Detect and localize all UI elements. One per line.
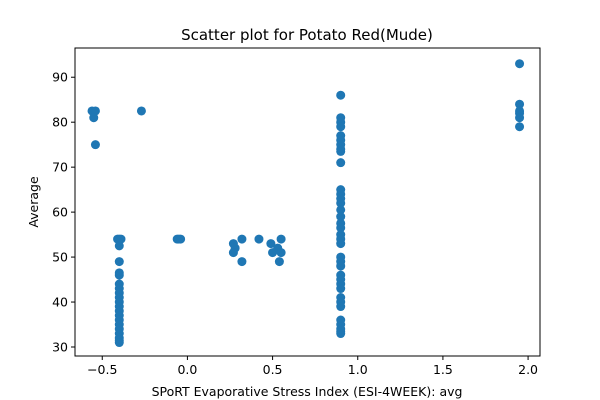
- y-axis-label: Average: [26, 176, 41, 228]
- data-point: [336, 212, 346, 222]
- data-point: [336, 90, 346, 100]
- data-point: [515, 59, 525, 69]
- x-tick-label: 1.0: [348, 362, 368, 377]
- data-point: [276, 234, 286, 244]
- x-tick-label: 0.0: [177, 362, 197, 377]
- y-tick-label: 40: [52, 295, 68, 310]
- data-point: [336, 205, 346, 215]
- data-point: [515, 113, 525, 123]
- data-point: [336, 146, 346, 156]
- data-point: [114, 270, 124, 280]
- y-tick-label: 70: [52, 160, 68, 175]
- scatter-points: [87, 59, 525, 348]
- data-point: [336, 198, 346, 208]
- x-tick-label: 2.0: [518, 362, 538, 377]
- data-point: [515, 122, 525, 132]
- data-point: [336, 122, 346, 132]
- data-point: [136, 106, 146, 116]
- data-point: [336, 284, 346, 294]
- data-point: [266, 239, 276, 249]
- data-point: [228, 248, 238, 258]
- data-point: [176, 234, 186, 244]
- y-tick-label: 80: [52, 115, 68, 130]
- data-point: [237, 234, 247, 244]
- data-point: [336, 261, 346, 271]
- data-point: [276, 248, 286, 258]
- y-axis: 30 40 50 60 70 80 90: [52, 70, 75, 355]
- data-point: [254, 234, 264, 244]
- data-point: [114, 257, 124, 267]
- data-point: [274, 257, 284, 267]
- y-tick-label: 60: [52, 205, 68, 220]
- data-point: [114, 241, 124, 251]
- data-point: [116, 234, 126, 244]
- data-point: [89, 113, 99, 123]
- data-point: [336, 239, 346, 249]
- y-tick-label: 50: [52, 250, 68, 265]
- data-point: [515, 99, 525, 109]
- data-point: [90, 140, 100, 150]
- data-point: [336, 329, 346, 339]
- x-axis: −0.5 0.0 0.5 1.0 1.5 2.0: [87, 356, 538, 377]
- y-tick-label: 30: [52, 340, 68, 355]
- data-point: [336, 158, 346, 168]
- data-point: [336, 302, 346, 312]
- chart-title: Scatter plot for Potato Red(Mude): [181, 26, 433, 44]
- data-point: [336, 223, 346, 233]
- x-tick-label: −0.5: [87, 362, 117, 377]
- data-point: [90, 106, 100, 116]
- y-tick-label: 90: [52, 70, 68, 85]
- data-point: [237, 257, 247, 267]
- x-tick-label: 0.5: [263, 362, 283, 377]
- x-tick-label: 1.5: [433, 362, 453, 377]
- data-point: [114, 338, 124, 348]
- x-axis-label: SPoRT Evaporative Stress Index (ESI-4WEE…: [152, 384, 463, 399]
- plot-frame: [74, 47, 541, 357]
